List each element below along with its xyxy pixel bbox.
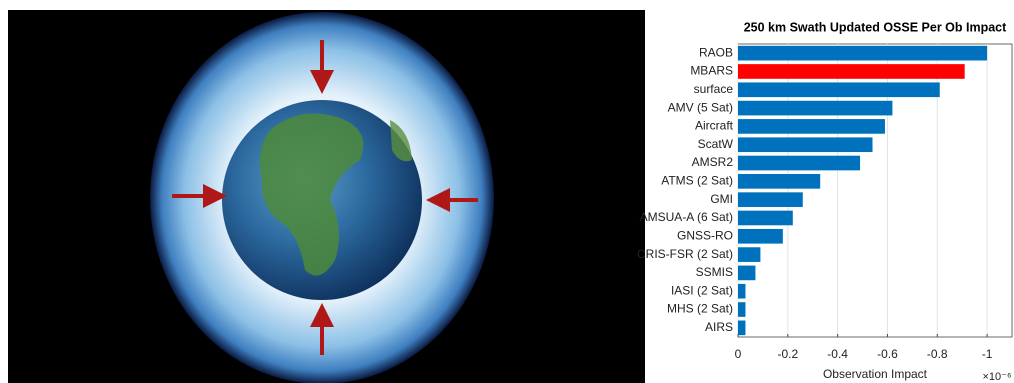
bar: [738, 320, 746, 336]
y-tick-label: RAOB: [699, 45, 733, 59]
y-tick-label: GNSS-RO: [677, 228, 733, 242]
y-tick-label: AMSR2: [692, 155, 734, 169]
bar: [738, 210, 793, 226]
bar: [738, 64, 965, 79]
y-tick-label: ATMS (2 Sat): [661, 174, 733, 188]
bar: [738, 265, 756, 281]
bar: [738, 137, 873, 153]
bar: [738, 45, 988, 61]
y-tick-label: IASI (2 Sat): [671, 283, 733, 297]
y-tick-label: SSMIS: [696, 265, 733, 279]
bar: [738, 283, 746, 299]
y-tick-label: AIRS: [705, 320, 733, 334]
x-tick-label: -1: [982, 347, 993, 361]
bar: [738, 100, 893, 116]
x-tick-label: -0.4: [827, 347, 848, 361]
bar: [738, 192, 803, 207]
x-tick-label: -0.2: [777, 347, 798, 361]
y-tick-label: MHS (2 Sat): [667, 302, 733, 316]
x-tick-label: -0.6: [877, 347, 898, 361]
y-tick-label: ScatW: [698, 137, 734, 151]
bar: [738, 228, 783, 244]
bar: [738, 119, 885, 134]
x-axis-label: Observation Impact: [823, 367, 928, 381]
x-tick-label: -0.8: [927, 347, 948, 361]
y-tick-label: CRIS-FSR (2 Sat): [637, 247, 733, 261]
y-tick-label: surface: [694, 82, 734, 96]
y-tick-label: Aircraft: [695, 119, 734, 133]
y-tick-label: AMV (5 Sat): [668, 100, 733, 114]
bar: [738, 155, 861, 171]
bar: [738, 174, 821, 189]
bar: [738, 247, 761, 262]
earth-illustration: [8, 10, 645, 383]
y-tick-label: GMI: [710, 192, 733, 206]
bar: [738, 82, 940, 98]
y-tick-label: MBARS: [690, 64, 733, 78]
bar: [738, 302, 746, 317]
x-exponent: ×10⁻⁶: [983, 371, 1012, 383]
y-tick-label: AMSUA-A (6 Sat): [640, 210, 733, 224]
x-tick-label: 0: [735, 347, 742, 361]
chart-title: 250 km Swath Updated OSSE Per Ob Impact: [744, 20, 1007, 34]
